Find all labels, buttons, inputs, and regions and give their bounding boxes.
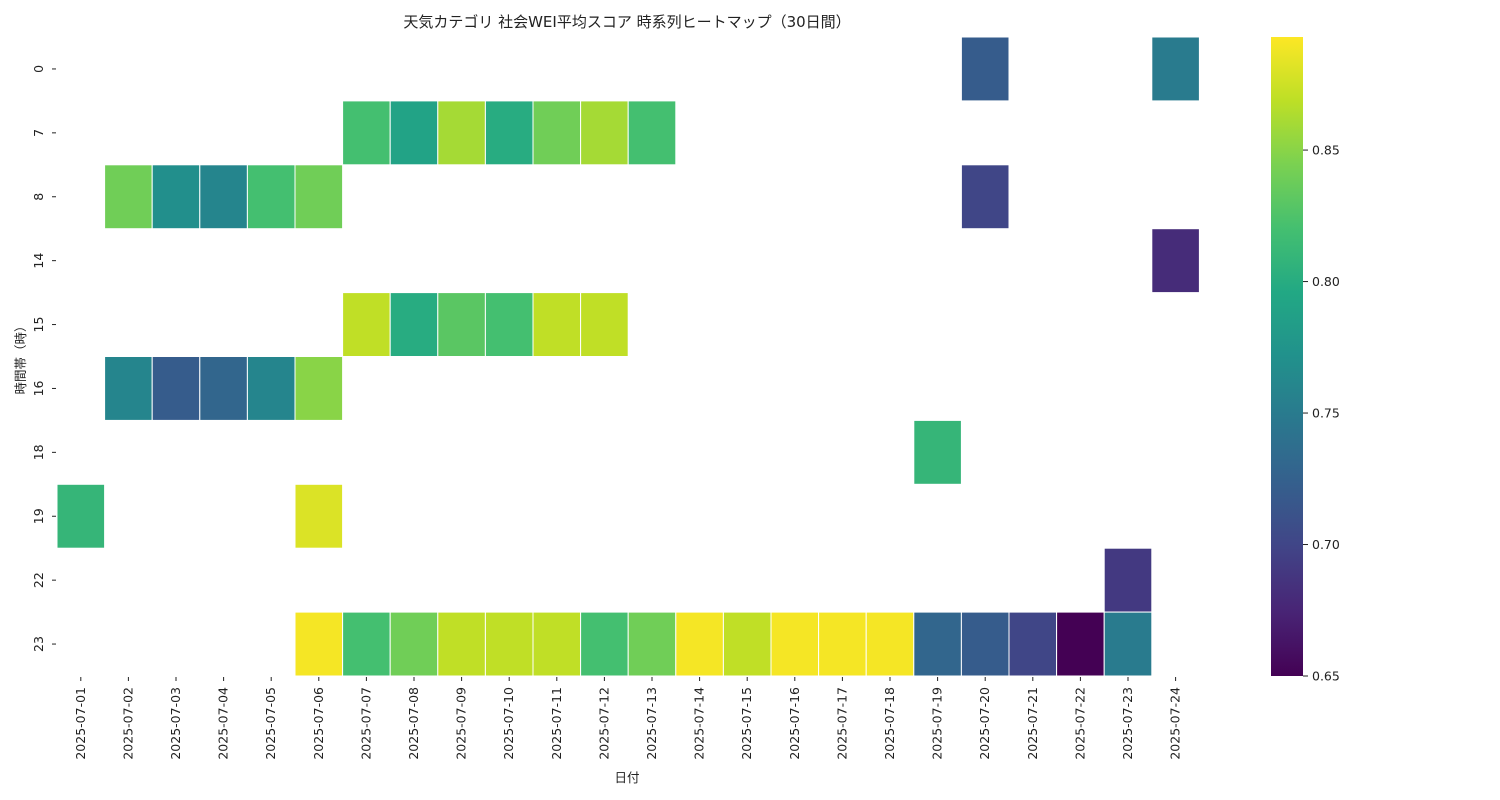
x-axis-label: 日付	[614, 770, 639, 785]
x-tick-label: 2025-07-08	[406, 687, 421, 760]
x-tick-label: 2025-07-15	[739, 687, 754, 760]
x-tick-label: 2025-07-24	[1168, 687, 1183, 760]
heatmap-cell	[199, 356, 248, 421]
x-tick-label: 2025-07-16	[787, 687, 802, 760]
heatmap-cell	[532, 292, 582, 358]
x-tick-label: 2025-07-18	[882, 687, 897, 760]
heatmap-cell	[294, 164, 344, 230]
colorbar-tick-label: 0.85	[1312, 143, 1340, 158]
heatmap-cell	[151, 164, 201, 230]
x-tick-label: 2025-07-02	[120, 687, 135, 760]
x-tick-label: 2025-07-23	[1120, 687, 1135, 760]
x-tick-label: 2025-07-22	[1072, 687, 1087, 760]
heatmap-cell	[960, 36, 1010, 102]
y-tick-label: 19	[31, 508, 46, 524]
colorbar-tick-label: 0.70	[1312, 537, 1340, 552]
heatmap-cell	[389, 292, 439, 358]
heatmap-cell	[437, 611, 486, 677]
heatmap-cell	[1151, 36, 1200, 102]
heatmap-cell	[960, 611, 1010, 677]
y-tick-label: 22	[31, 572, 46, 588]
heatmap-cell	[294, 483, 344, 549]
heatmap-cell	[1056, 611, 1105, 677]
y-tick-label: 14	[31, 253, 46, 269]
x-tick-label: 2025-07-11	[549, 687, 564, 760]
y-axis-label: 時間帯（時）	[13, 319, 28, 394]
heatmap-cell	[199, 164, 248, 230]
heatmap-cell	[151, 356, 201, 421]
heatmap-cell	[342, 100, 391, 166]
heatmap-cell	[913, 611, 962, 677]
x-tick-label: 2025-07-10	[501, 687, 516, 760]
heatmap-cell	[532, 100, 582, 166]
heatmap-cell	[484, 292, 534, 358]
x-tick-label: 2025-07-03	[168, 687, 183, 760]
heatmap-cell	[294, 356, 344, 421]
colorbar-ticks: 0.65 0.70 0.75 0.80 0.85	[1303, 143, 1340, 684]
heatmap-cell	[913, 419, 962, 485]
heatmap-cell	[722, 611, 772, 677]
x-tick-label: 2025-07-07	[358, 687, 373, 760]
x-tick-label: 2025-07-04	[216, 687, 231, 760]
colorbar-tick-label: 0.80	[1312, 274, 1340, 289]
heatmap-cell	[389, 611, 439, 677]
heatmap-cell	[437, 100, 486, 166]
heatmap-cell	[1103, 547, 1153, 613]
heatmap-cells	[56, 36, 1200, 677]
heatmap-cell	[104, 164, 153, 230]
x-tick-label: 2025-07-19	[930, 687, 945, 760]
heatmap-cell	[484, 611, 534, 677]
heatmap-cell	[1008, 611, 1058, 677]
heatmap-cell	[580, 611, 629, 677]
x-tick-label: 2025-07-13	[644, 687, 659, 760]
heatmap-cell	[770, 611, 820, 677]
heatmap-cell	[104, 356, 153, 421]
y-tick-label: 8	[31, 193, 46, 201]
heatmap-cell	[484, 100, 534, 166]
heatmap-cell	[246, 164, 296, 230]
y-axis-ticks: 0 7 8 14 15 16 18 19 22 23	[31, 65, 56, 652]
heatmap-cell	[342, 292, 391, 358]
colorbar-tick-label: 0.75	[1312, 406, 1340, 421]
y-tick-label: 15	[31, 317, 46, 333]
x-tick-label: 2025-07-20	[977, 687, 992, 760]
x-tick-label: 2025-07-14	[692, 687, 707, 760]
y-tick-label: 7	[31, 129, 46, 137]
y-tick-label: 0	[31, 65, 46, 73]
y-tick-label: 18	[31, 444, 46, 460]
x-tick-label: 2025-07-09	[454, 687, 469, 760]
y-tick-label: 23	[31, 636, 46, 652]
x-tick-label: 2025-07-17	[834, 687, 849, 760]
heatmap-cell	[389, 100, 439, 166]
x-tick-label: 2025-07-01	[73, 687, 88, 760]
heatmap-cell	[580, 292, 629, 358]
heatmap-cell	[675, 611, 724, 677]
heatmap-cell	[532, 611, 582, 677]
x-tick-label: 2025-07-05	[263, 687, 278, 760]
heatmap-cell	[246, 356, 296, 421]
heatmap-cell	[960, 164, 1010, 230]
heatmap-cell	[342, 611, 391, 677]
heatmap-cell	[865, 611, 915, 677]
heatmap-cell	[56, 483, 106, 549]
colorbar-tick-label: 0.65	[1312, 669, 1340, 684]
colorbar	[1271, 37, 1303, 676]
heatmap-cell	[818, 611, 867, 677]
chart-title: 天気カテゴリ 社会WEI平均スコア 時系列ヒートマップ（30日間）	[403, 13, 850, 31]
x-tick-label: 2025-07-21	[1025, 687, 1040, 760]
heatmap-cell	[580, 100, 629, 166]
heatmap-cell	[1151, 228, 1200, 294]
heatmap-cell	[627, 611, 677, 677]
heatmap-cell	[1103, 611, 1153, 677]
x-axis-ticks: 2025-07-01 2025-07-02 2025-07-03 2025-07-04…	[73, 677, 1183, 760]
heatmap-cell	[627, 100, 677, 166]
heatmap-cell	[437, 292, 486, 358]
heatmap-cell	[294, 611, 344, 677]
y-tick-label: 16	[31, 380, 46, 396]
x-tick-label: 2025-07-06	[311, 687, 326, 760]
x-tick-label: 2025-07-12	[596, 687, 611, 760]
